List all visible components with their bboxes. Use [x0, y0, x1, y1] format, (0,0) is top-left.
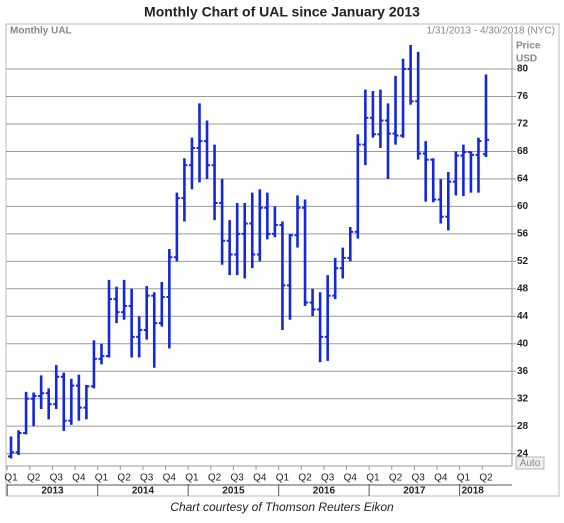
y-tick-label: 24 [517, 448, 529, 459]
year-label: 2016 [313, 486, 336, 497]
y-tick-label: 44 [517, 311, 529, 322]
instrument-label: Monthly UAL [10, 26, 72, 37]
year-label: 2018 [462, 486, 485, 497]
quarter-label: Q2 [27, 473, 41, 484]
quarter-label: Q2 [117, 473, 131, 484]
y-tick-label: 40 [517, 338, 529, 349]
quarter-label: Q1 [4, 473, 18, 484]
quarter-label: Q1 [366, 473, 380, 484]
y-tick-label: 56 [517, 229, 529, 240]
y-tick-label: 60 [517, 201, 529, 212]
quarter-label: Q3 [140, 473, 154, 484]
quarter-label: Q4 [253, 473, 267, 484]
year-label: 2017 [403, 486, 426, 497]
y-tick-label: 36 [517, 366, 529, 377]
y-tick-label: 52 [517, 256, 529, 267]
y-tick-label: 68 [517, 146, 529, 157]
date-range: 1/31/2013 - 4/30/2018 (NYC) [427, 26, 555, 37]
chart-title: Monthly Chart of UAL since January 2013 [144, 4, 420, 20]
axis-label: USD [516, 54, 537, 65]
y-tick-label: 64 [517, 174, 529, 185]
quarter-label: Q4 [163, 473, 177, 484]
y-tick-label: 76 [517, 91, 529, 102]
quarter-label: Q1 [276, 473, 290, 484]
y-tick-label: 72 [517, 119, 529, 130]
scale-button[interactable] [515, 456, 545, 470]
quarter-label: Q4 [434, 473, 448, 484]
y-tick-label: 80 [517, 64, 529, 75]
y-tick-label: 32 [517, 393, 529, 404]
year-label: 2013 [41, 486, 64, 497]
quarter-label: Q2 [389, 473, 403, 484]
quarter-label: Q3 [411, 473, 425, 484]
quarter-label: Q2 [208, 473, 222, 484]
y-tick-label: 48 [517, 283, 529, 294]
quarter-label: Q1 [185, 473, 199, 484]
quarter-label: Q3 [231, 473, 245, 484]
quarter-label: Q1 [457, 473, 471, 484]
quarter-label: Q3 [50, 473, 64, 484]
axis-label: Price [516, 41, 541, 52]
quarter-label: Q2 [479, 473, 493, 484]
y-tick-label: 28 [517, 421, 529, 432]
quarter-label: Q4 [344, 473, 358, 484]
quarter-label: Q3 [321, 473, 335, 484]
quarter-label: Q2 [298, 473, 312, 484]
quarter-label: Q4 [72, 473, 86, 484]
year-label: 2014 [132, 486, 155, 497]
quarter-label: Q1 [95, 473, 109, 484]
caption: Chart courtesy of Thomson Reuters Eikon [170, 500, 394, 514]
scale-mode[interactable]: Auto [520, 458, 541, 469]
year-label: 2015 [222, 486, 245, 497]
